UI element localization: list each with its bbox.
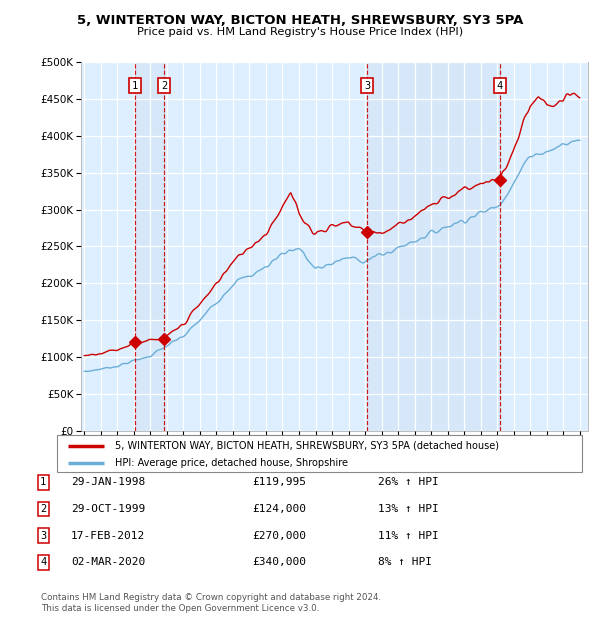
Text: 02-MAR-2020: 02-MAR-2020 xyxy=(71,557,145,567)
Text: £270,000: £270,000 xyxy=(252,531,306,541)
Text: 3: 3 xyxy=(40,531,46,541)
Text: 13% ↑ HPI: 13% ↑ HPI xyxy=(378,504,439,514)
Bar xyxy=(367,62,500,431)
Text: 1: 1 xyxy=(40,477,46,487)
Text: 8% ↑ HPI: 8% ↑ HPI xyxy=(378,557,432,567)
Text: £119,995: £119,995 xyxy=(252,477,306,487)
Text: 5, WINTERTON WAY, BICTON HEATH, SHREWSBURY, SY3 5PA: 5, WINTERTON WAY, BICTON HEATH, SHREWSBU… xyxy=(77,14,523,27)
Text: 4: 4 xyxy=(40,557,46,567)
Bar xyxy=(135,62,164,431)
Text: 2: 2 xyxy=(161,81,167,91)
Text: 29-JAN-1998: 29-JAN-1998 xyxy=(71,477,145,487)
Text: 3: 3 xyxy=(364,81,370,91)
Text: 29-OCT-1999: 29-OCT-1999 xyxy=(71,504,145,514)
Text: 11% ↑ HPI: 11% ↑ HPI xyxy=(378,531,439,541)
Text: 26% ↑ HPI: 26% ↑ HPI xyxy=(378,477,439,487)
Text: 1: 1 xyxy=(132,81,138,91)
Text: £124,000: £124,000 xyxy=(252,504,306,514)
Text: £340,000: £340,000 xyxy=(252,557,306,567)
Text: HPI: Average price, detached house, Shropshire: HPI: Average price, detached house, Shro… xyxy=(115,458,348,468)
FancyBboxPatch shape xyxy=(57,435,582,472)
Text: 4: 4 xyxy=(497,81,503,91)
Text: 17-FEB-2012: 17-FEB-2012 xyxy=(71,531,145,541)
Text: Price paid vs. HM Land Registry's House Price Index (HPI): Price paid vs. HM Land Registry's House … xyxy=(137,27,463,37)
Text: 2: 2 xyxy=(40,504,46,514)
Text: Contains HM Land Registry data © Crown copyright and database right 2024.
This d: Contains HM Land Registry data © Crown c… xyxy=(41,593,381,613)
Text: 5, WINTERTON WAY, BICTON HEATH, SHREWSBURY, SY3 5PA (detached house): 5, WINTERTON WAY, BICTON HEATH, SHREWSBU… xyxy=(115,441,499,451)
